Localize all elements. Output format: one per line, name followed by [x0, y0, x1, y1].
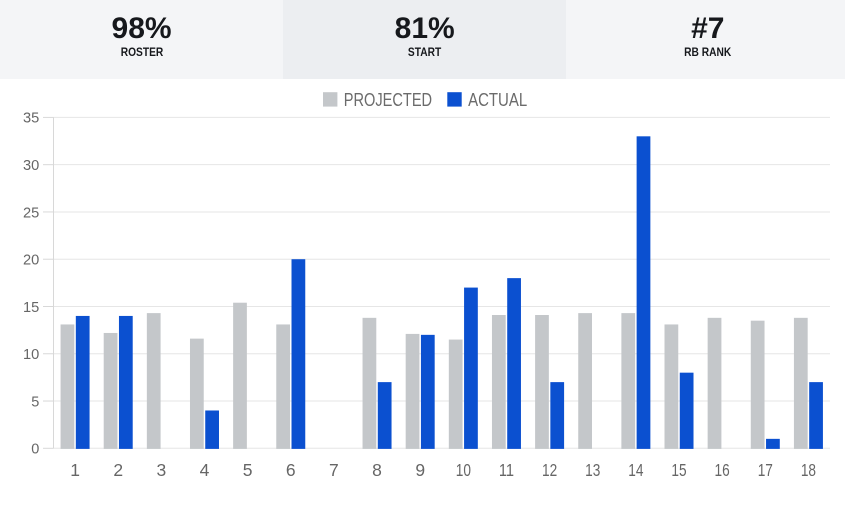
- svg-text:16: 16: [715, 460, 730, 480]
- svg-text:12: 12: [542, 460, 557, 480]
- svg-text:35: 35: [23, 111, 39, 127]
- svg-text:2: 2: [113, 460, 123, 480]
- svg-text:ACTUAL: ACTUAL: [468, 90, 527, 110]
- svg-text:18: 18: [801, 460, 816, 480]
- svg-text:17: 17: [758, 460, 773, 480]
- svg-text:5: 5: [243, 460, 253, 480]
- svg-text:4: 4: [200, 460, 210, 480]
- svg-text:15: 15: [671, 460, 686, 480]
- svg-text:20: 20: [23, 253, 39, 269]
- svg-text:PROJECTED: PROJECTED: [344, 90, 432, 110]
- svg-text:5: 5: [31, 394, 39, 410]
- svg-text:13: 13: [585, 460, 600, 480]
- svg-text:30: 30: [23, 158, 39, 174]
- svg-text:0: 0: [31, 442, 39, 458]
- svg-text:1: 1: [70, 460, 80, 480]
- svg-text:25: 25: [23, 205, 39, 221]
- svg-text:10: 10: [23, 347, 39, 363]
- svg-text:11: 11: [499, 460, 514, 480]
- svg-text:10: 10: [456, 460, 471, 480]
- svg-text:7: 7: [329, 460, 339, 480]
- svg-text:9: 9: [415, 460, 425, 480]
- svg-text:6: 6: [286, 460, 296, 480]
- svg-text:8: 8: [372, 460, 382, 480]
- svg-text:14: 14: [628, 460, 643, 480]
- svg-text:15: 15: [23, 300, 39, 316]
- svg-text:3: 3: [156, 460, 166, 480]
